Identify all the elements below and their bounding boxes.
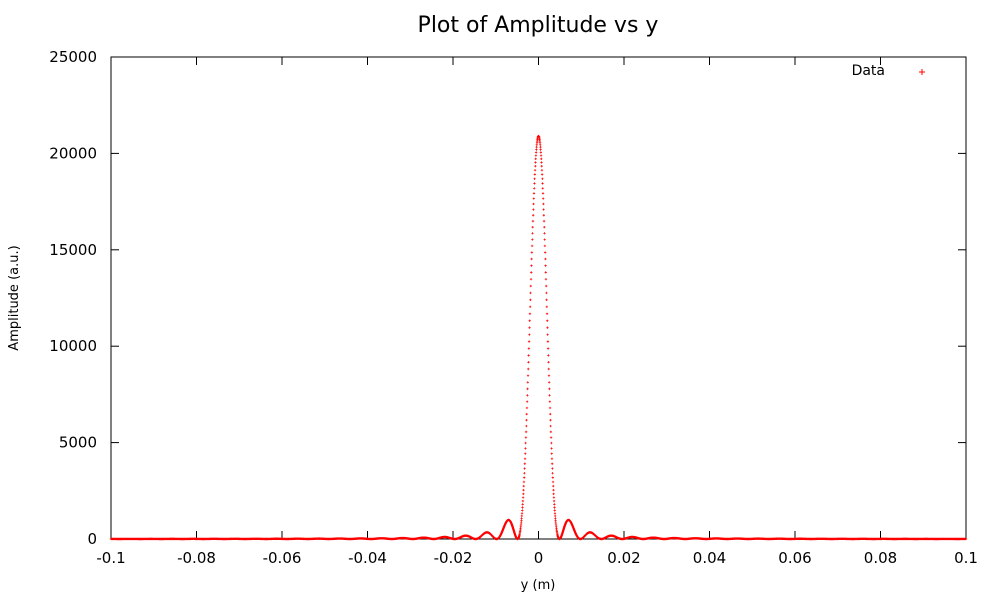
y-tick-label: 20000 [49,144,97,162]
x-tick-label: 0.06 [778,549,811,567]
y-tick-label: 0 [87,530,97,548]
x-tick-label: 0.08 [864,549,897,567]
x-tick-label: -0.08 [177,549,216,567]
y-tick-label: 15000 [49,241,97,259]
x-tick-label: 0.1 [954,549,978,567]
tick-labels: -0.1 -0.08 -0.06 -0.04 -0.02 0 0.02 0.04 0.06 0.0… [49,48,978,567]
y-tick-label: 10000 [49,337,97,355]
data-points [109,134,968,541]
x-tick-label: -0.02 [434,549,473,567]
y-tick-label: 5000 [59,434,97,452]
x-axis-label: y (m) [521,578,556,593]
x-tick-label: 0.02 [607,549,640,567]
y-axis-label: Amplitude (a.u.) [7,245,22,350]
x-tick-label: -0.04 [348,549,387,567]
x-tick-label: 0.04 [693,549,726,567]
y-tick-label: 25000 [49,48,97,66]
x-tick-label: 0 [534,549,544,567]
chart-title: Plot of Amplitude vs y [418,13,659,38]
legend: Data [852,63,925,79]
x-tick-label: -0.06 [263,549,302,567]
x-tick-label: -0.1 [96,549,125,567]
legend-marker [919,69,925,75]
legend-label-data: Data [852,63,885,79]
data-series-markers [109,134,968,541]
